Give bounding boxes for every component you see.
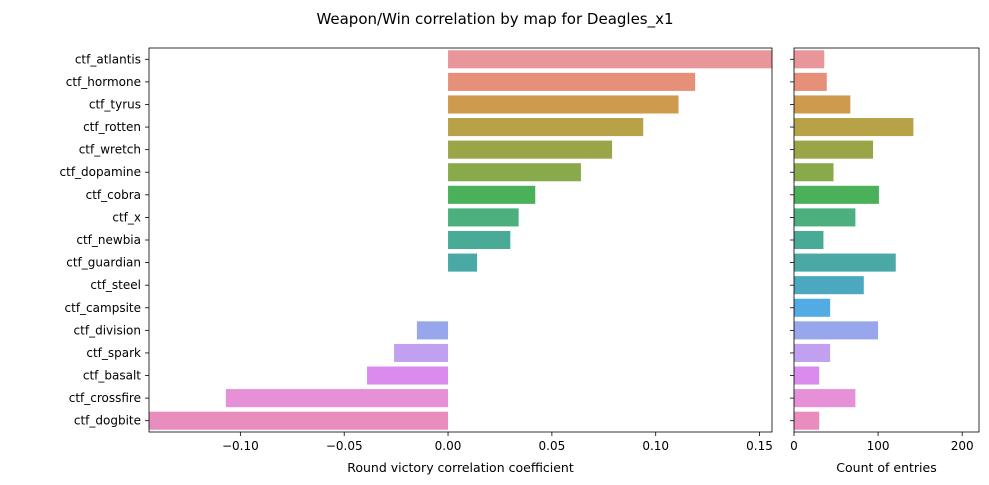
count-panel: 0 100 200 Count of entries <box>790 47 980 475</box>
x-tick-label: 0.05 <box>539 439 566 453</box>
bar-ctf_cobra <box>448 185 536 204</box>
correlation-panel: ctf_atlantis ctf_hormone ctf_tyrus ctf_rott… <box>60 47 773 475</box>
y-tick-label: ctf_hormone <box>66 75 141 89</box>
bar-ctf_tyrus <box>448 95 679 114</box>
chart-title: Weapon/Win correlation by map for Deagle… <box>316 10 673 29</box>
bar-ctf_newbia <box>794 230 824 250</box>
x-axis-label: Count of entries <box>836 460 936 475</box>
bar-ctf_tyrus <box>794 95 851 114</box>
bar-ctf_spark <box>394 343 449 362</box>
y-tick-label: ctf_guardian <box>66 256 141 270</box>
bar-ctf_rotten <box>448 118 644 137</box>
bar-ctf_campsite <box>794 298 831 317</box>
bar-ctf_crossfire <box>794 389 856 408</box>
bar-ctf_rotten <box>794 118 914 137</box>
y-tick-label: ctf_dopamine <box>60 165 141 179</box>
bar-ctf_steel <box>794 276 864 295</box>
bar-ctf_crossfire <box>225 389 449 408</box>
y-tick-label: ctf_cobra <box>86 188 141 202</box>
bar-ctf_spark <box>794 343 831 362</box>
bar-ctf_wretch <box>448 140 613 159</box>
bar-ctf_division <box>416 321 449 340</box>
y-tick-label: ctf_steel <box>90 278 141 292</box>
y-tick-label: ctf_newbia <box>76 233 141 247</box>
bar-ctf_hormone <box>448 72 696 91</box>
y-tick-label: ctf_atlantis <box>75 52 141 66</box>
y-tick-label: ctf_basalt <box>83 369 141 383</box>
bar-ctf_atlantis <box>448 50 772 69</box>
y-tick-label: ctf_wretch <box>79 143 141 157</box>
bar-ctf_hormone <box>794 72 827 91</box>
y-tick-label: ctf_rotten <box>83 120 141 134</box>
x-tick-label: 100 <box>867 439 890 453</box>
bar-ctf_x <box>794 208 856 227</box>
bar-ctf_dopamine <box>448 163 581 182</box>
y-tick-label: ctf_spark <box>86 346 141 360</box>
y-tick-label: ctf_dogbite <box>74 414 141 428</box>
x-tick-label: −0.10 <box>222 439 259 453</box>
bar-ctf_basalt <box>794 366 820 385</box>
bar-ctf_cobra <box>794 185 879 204</box>
bar-ctf_dogbite <box>794 411 820 430</box>
x-tick-label: 0 <box>790 439 798 453</box>
bar-ctf_x <box>448 208 519 227</box>
x-axis-label: Round victory correlation coefficient <box>347 460 574 475</box>
bar-ctf_wretch <box>794 140 874 159</box>
bar-ctf_guardian <box>794 253 896 272</box>
x-tick-label: −0.05 <box>326 439 363 453</box>
bar-ctf_basalt <box>367 366 449 385</box>
x-tick-label: 200 <box>951 439 974 453</box>
bar-ctf_newbia <box>448 230 511 250</box>
y-tick-label: ctf_x <box>112 210 141 224</box>
bar-ctf_dogbite <box>149 411 449 430</box>
bar-ctf_guardian <box>448 253 478 272</box>
bar-ctf_atlantis <box>794 50 825 69</box>
y-tick-label: ctf_tyrus <box>89 97 141 111</box>
bar-ctf_division <box>794 321 879 340</box>
x-tick-label: 0.00 <box>435 439 462 453</box>
y-tick-label: ctf_crossfire <box>69 391 141 405</box>
y-tick-label: ctf_division <box>74 323 141 337</box>
y-tick-label: ctf_campsite <box>65 301 141 315</box>
bar-ctf_dopamine <box>794 163 834 182</box>
x-tick-label: 0.15 <box>746 439 773 453</box>
x-tick-label: 0.10 <box>642 439 669 453</box>
